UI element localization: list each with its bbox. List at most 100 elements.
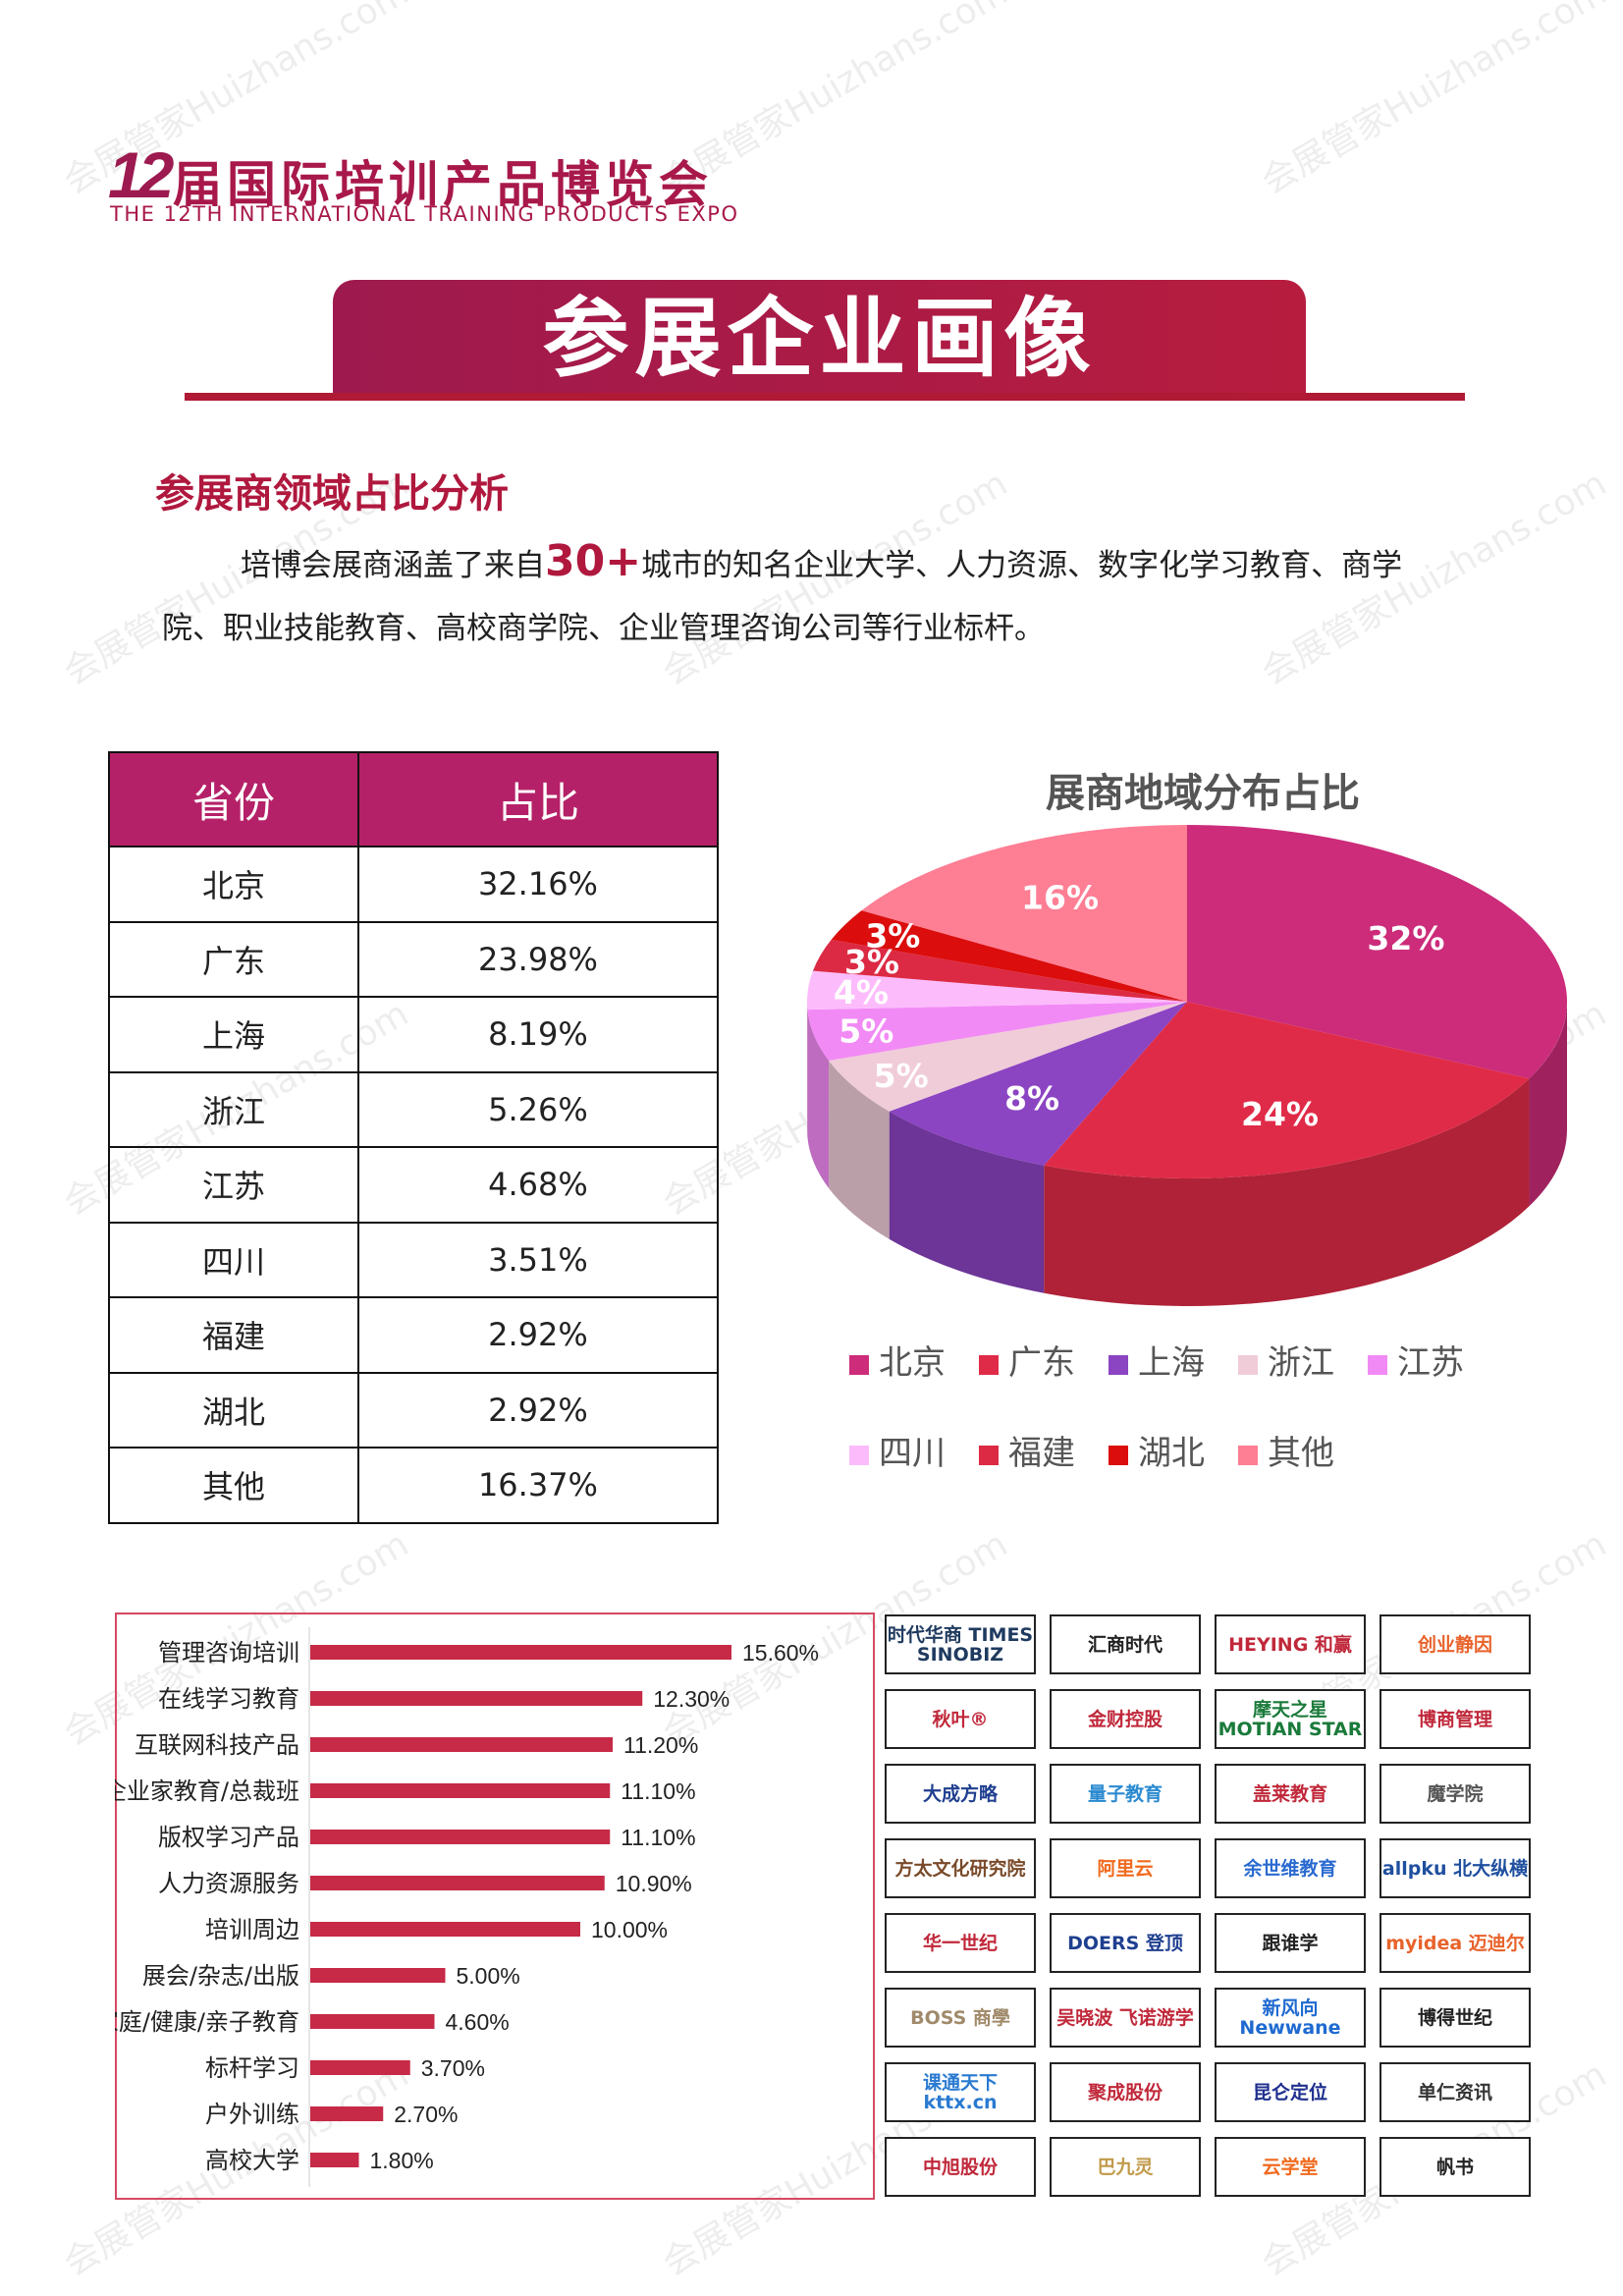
bar-管理咨询培训	[310, 1645, 731, 1660]
legend-label: 四川	[879, 1434, 946, 1473]
pie-legend-row2: 四川 福建 湖北 其他	[849, 1426, 1334, 1474]
legend-label: 湖北	[1138, 1434, 1205, 1473]
exhibitor-logo: 课通天下 kttx.cn	[885, 2062, 1036, 2122]
pie-slice-浙江	[829, 1002, 1187, 1112]
column-header-province: 省份	[108, 751, 359, 847]
pie-wall-广东	[1044, 1078, 1530, 1306]
pie-data-label: 24%	[1241, 1095, 1319, 1133]
legend-item: 四川	[849, 1426, 946, 1474]
legend-item: 江苏	[1368, 1336, 1464, 1384]
section-title: 参展商领域占比分析	[155, 471, 509, 517]
expo-logo-number: 12	[108, 138, 174, 211]
province-cell: 四川	[108, 1221, 359, 1298]
legend-swatch	[979, 1354, 999, 1375]
pie-side-walls	[807, 1002, 1567, 1306]
bar-户外训练	[310, 2106, 384, 2121]
pie-slice-广东	[1044, 1002, 1530, 1178]
legend-item: 福建	[979, 1426, 1075, 1474]
table-row: 北京 32.16%	[108, 846, 720, 923]
table-row: 福建 2.92%	[108, 1296, 720, 1374]
exhibitor-logo: 秋叶®	[885, 1689, 1036, 1749]
para-highlight: 30+	[545, 536, 642, 586]
exhibitor-logo: 跟谁学	[1215, 1913, 1366, 1973]
bar-value-label: 10.90%	[616, 1871, 692, 1896]
legend-label: 上海	[1138, 1343, 1205, 1383]
intro-paragraph-line1: 培博会展商涵盖了来自30+城市的知名企业大学、人力资源、数字化学习教育、商学	[241, 540, 1402, 585]
exhibitor-logo: 魔学院	[1380, 1764, 1531, 1824]
table-row: 江苏 4.68%	[108, 1146, 720, 1224]
legend-label: 江苏	[1397, 1343, 1464, 1383]
pie-slice-福建	[812, 939, 1187, 1002]
legend-label: 其他	[1268, 1434, 1334, 1473]
legend-label: 广东	[1008, 1343, 1075, 1383]
exhibitor-logo: 博得世纪	[1380, 1988, 1531, 2048]
exhibitor-logo: 吴晓波 飞诺游学	[1050, 1988, 1201, 2048]
legend-swatch	[1238, 1445, 1258, 1465]
bar-在线学习教育	[310, 1691, 643, 1706]
pie-chart-title: 展商地域分布占比	[1046, 771, 1360, 816]
pie-data-label: 3%	[844, 943, 899, 981]
bar-版权学习产品	[310, 1830, 611, 1844]
province-share-table: 省份 占比 北京 32.16% 广东 23.98% 上海 8.19% 浙江 5.26% 江苏 4.6…	[108, 751, 720, 1524]
bar-高校大学	[310, 2153, 359, 2167]
watermark-text: 会展管家Huizhans.com	[1255, 0, 1613, 203]
bar-category-label: 人力资源服务	[158, 1870, 299, 1897]
bar-category-label: 企业家教育/总裁班	[115, 1777, 299, 1805]
exhibitor-logo: 巴九灵	[1050, 2137, 1201, 2197]
bar-category-label: 在线学习教育	[158, 1685, 299, 1713]
legend-item: 上海	[1109, 1336, 1205, 1384]
bar-互联网科技产品	[310, 1737, 613, 1752]
bar-value-label: 10.00%	[591, 1917, 668, 1942]
share-cell: 8.19%	[356, 996, 720, 1073]
legend-label: 浙江	[1268, 1343, 1334, 1383]
banner-divider	[185, 393, 1465, 401]
exhibitor-logo: 中旭股份	[885, 2137, 1036, 2197]
legend-swatch	[1109, 1445, 1128, 1465]
bar-value-label: 12.30%	[653, 1686, 730, 1712]
industry-bar-chart: 管理咨询培训 15.60% 在线学习教育 12.30% 互联网科技产品 11.20% 企业家…	[115, 1627, 819, 2187]
province-cell: 上海	[108, 996, 359, 1073]
exhibitor-logo: 创业静因	[1380, 1614, 1531, 1674]
exhibitor-logo: 博商管理	[1380, 1689, 1531, 1749]
exhibitor-logo: 量子教育	[1050, 1764, 1201, 1824]
bar-企业家教育/总裁班	[310, 1783, 611, 1798]
exhibitor-logo: DOERS 登顶	[1050, 1913, 1201, 1973]
pie-slice-四川	[807, 970, 1187, 1011]
pie-data-label: 16%	[1021, 878, 1099, 916]
bar-category-label: 户外训练	[205, 2101, 299, 2128]
bar-category-label: 高校大学	[205, 2147, 299, 2174]
legend-item: 广东	[979, 1336, 1075, 1384]
legend-item: 湖北	[1109, 1426, 1205, 1474]
bar-category-label: 家庭/健康/亲子教育	[115, 2008, 299, 2036]
province-cell: 其他	[108, 1447, 359, 1524]
pie-legend-row1: 北京 广东 上海 浙江 江苏	[849, 1336, 1464, 1384]
bar-value-label: 4.60%	[446, 2009, 510, 2035]
legend-swatch	[1109, 1354, 1128, 1375]
exhibitor-logo: 大成方略	[885, 1764, 1036, 1824]
expo-logo-subtitle: THE 12TH INTERNATIONAL TRAINING PRODUCTS…	[110, 202, 739, 226]
pie-data-label: 4%	[834, 973, 889, 1011]
share-cell: 3.51%	[356, 1221, 720, 1298]
bar-category-label: 标杆学习	[205, 2054, 299, 2082]
pie-wall-浙江	[829, 1060, 890, 1239]
pie-slice-湖北	[831, 910, 1187, 1002]
para-text: 培博会展商涵盖了来自	[241, 548, 545, 583]
pie-data-label: 5%	[839, 1012, 893, 1051]
bar-category-label: 互联网科技产品	[135, 1731, 299, 1759]
exhibitor-logo: 阿里云	[1050, 1838, 1201, 1898]
share-cell: 16.37%	[356, 1447, 720, 1524]
bar-category-label: 版权学习产品	[158, 1824, 299, 1851]
bar-人力资源服务	[310, 1876, 605, 1890]
share-cell: 23.98%	[356, 920, 720, 998]
pie-data-label: 8%	[1004, 1079, 1059, 1118]
exhibitor-logo: 汇商时代	[1050, 1614, 1201, 1674]
bar-category-label: 培训周边	[205, 1916, 299, 1943]
bar-value-label: 3.70%	[421, 2055, 485, 2081]
bar-value-label: 11.10%	[621, 1778, 695, 1804]
intro-paragraph-line2: 院、职业技能教育、高校商学院、企业管理咨询公司等行业标杆。	[162, 611, 1045, 646]
industry-bar-chart-frame	[115, 1613, 875, 2200]
expo-logo-title: 届国际培训产品博览会	[173, 156, 713, 213]
exhibitor-logo: HEYING 和赢	[1215, 1614, 1366, 1674]
table-row: 上海 8.19%	[108, 996, 720, 1073]
share-cell: 2.92%	[356, 1371, 720, 1449]
